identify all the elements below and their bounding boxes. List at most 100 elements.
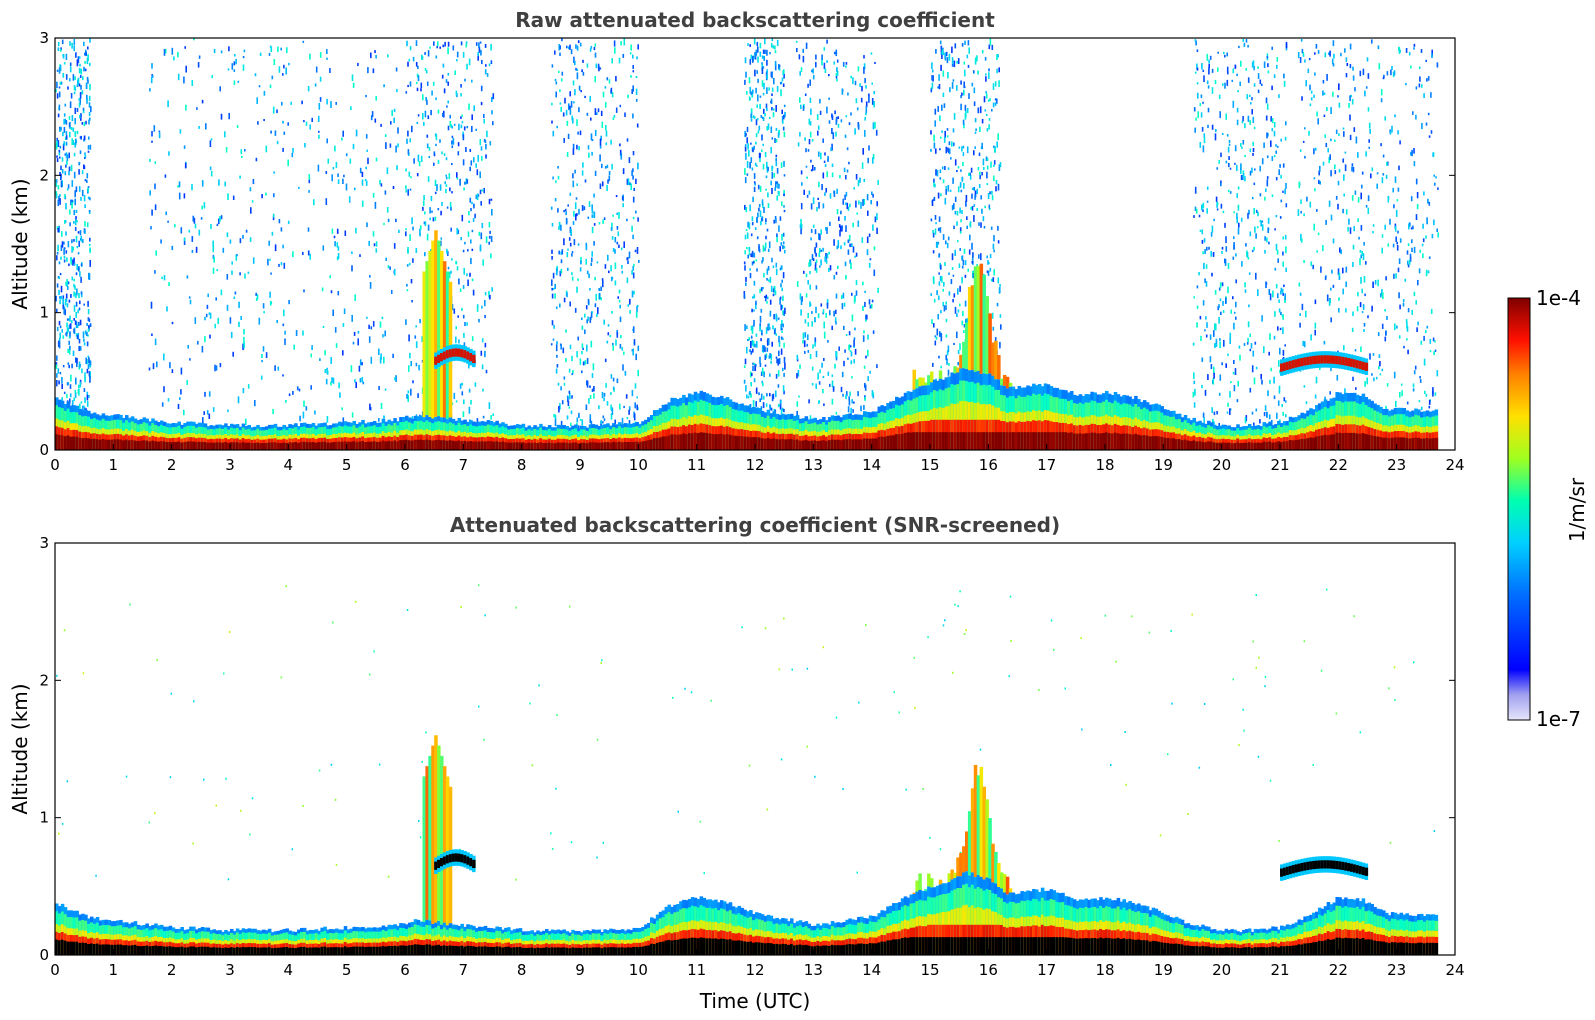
noise-pixel bbox=[552, 176, 554, 180]
noise-pixel bbox=[64, 136, 67, 140]
noise-pixel bbox=[973, 204, 976, 207]
noise-pixel bbox=[1284, 234, 1287, 240]
backscatter-cell bbox=[180, 442, 184, 450]
noise-pixel bbox=[766, 49, 768, 56]
noise-pixel bbox=[56, 69, 59, 72]
noise-pixel bbox=[58, 341, 61, 349]
noise-pixel bbox=[765, 188, 767, 191]
noise-pixel bbox=[963, 330, 965, 333]
noise-pixel bbox=[564, 208, 567, 212]
noise-pixel bbox=[1407, 243, 1410, 247]
noise-pixel bbox=[581, 370, 583, 374]
noise-pixel bbox=[807, 312, 809, 319]
noise-pixel bbox=[555, 91, 557, 98]
noise-pixel bbox=[58, 67, 61, 74]
backscatter-cell bbox=[209, 442, 214, 450]
noise-pixel bbox=[551, 293, 554, 299]
noise-pixel bbox=[89, 117, 91, 121]
noise-pixel bbox=[1253, 126, 1256, 130]
noise-pixel bbox=[841, 225, 843, 230]
noise-pixel bbox=[1225, 160, 1228, 164]
noise-pixel bbox=[471, 229, 474, 233]
noise-pixel bbox=[823, 321, 825, 329]
noise-pixel bbox=[959, 303, 961, 307]
noise-pixel bbox=[1247, 77, 1250, 83]
noise-pixel bbox=[843, 360, 845, 367]
noise-pixel bbox=[751, 372, 753, 377]
noise-pixel bbox=[744, 145, 747, 152]
noise-pixel bbox=[72, 74, 75, 81]
noise-pixel bbox=[1223, 51, 1225, 55]
noise-pixel bbox=[476, 193, 479, 200]
noise-pixel bbox=[807, 322, 810, 327]
noise-pixel bbox=[305, 121, 308, 126]
noise-pixel bbox=[1355, 136, 1358, 144]
noise-pixel bbox=[478, 318, 480, 323]
noise-pixel bbox=[58, 225, 60, 233]
noise-pixel bbox=[68, 122, 71, 127]
noise-pixel bbox=[877, 179, 879, 185]
noise-pixel bbox=[615, 195, 618, 198]
noise-pixel bbox=[1261, 379, 1263, 385]
noise-pixel bbox=[825, 187, 827, 193]
noise-pixel bbox=[943, 305, 946, 312]
noise-pixel bbox=[1269, 333, 1271, 340]
noise-pixel bbox=[762, 163, 765, 170]
noise-pixel bbox=[552, 272, 555, 279]
noise-pixel bbox=[1196, 49, 1199, 52]
noise-pixel bbox=[1285, 42, 1288, 49]
noise-pixel bbox=[191, 80, 194, 86]
noise-pixel bbox=[966, 225, 968, 229]
noise-pixel bbox=[594, 52, 597, 58]
noise-pixel bbox=[962, 152, 965, 157]
noise-pixel bbox=[213, 256, 215, 263]
noise-pixel bbox=[1418, 66, 1421, 69]
noise-pixel bbox=[1411, 239, 1413, 244]
noise-pixel bbox=[75, 216, 77, 222]
noise-pixel bbox=[947, 236, 950, 241]
noise-pixel bbox=[88, 112, 91, 117]
noise-pixel bbox=[836, 209, 839, 215]
noise-pixel bbox=[1201, 357, 1204, 362]
noise-pixel bbox=[464, 322, 466, 327]
noise-pixel bbox=[1211, 68, 1214, 73]
noise-pixel bbox=[239, 238, 242, 244]
noise-pixel bbox=[956, 313, 958, 317]
noise-pixel bbox=[752, 362, 754, 365]
noise-pixel bbox=[393, 117, 395, 123]
noise-pixel bbox=[1395, 236, 1397, 242]
noise-pixel bbox=[383, 415, 385, 419]
noise-pixel bbox=[632, 151, 635, 156]
noise-pixel bbox=[1242, 175, 1244, 181]
noise-pixel bbox=[804, 332, 807, 338]
noise-pixel bbox=[766, 228, 769, 232]
noise-pixel bbox=[1205, 334, 1208, 338]
noise-pixel bbox=[405, 185, 407, 190]
noise-pixel bbox=[812, 258, 815, 262]
backscatter-cell bbox=[422, 440, 427, 450]
noise-pixel bbox=[60, 173, 62, 179]
noise-pixel bbox=[951, 46, 953, 54]
noise-pixel bbox=[816, 114, 819, 120]
noise-pixel bbox=[753, 280, 756, 286]
noise-pixel bbox=[1410, 65, 1412, 69]
noise-pixel bbox=[847, 92, 849, 96]
noise-pixel bbox=[941, 52, 943, 59]
noise-pixel bbox=[80, 263, 83, 267]
noise-pixel bbox=[589, 395, 592, 399]
noise-pixel bbox=[757, 94, 759, 102]
noise-pixel bbox=[783, 408, 785, 413]
noise-pixel bbox=[428, 156, 431, 159]
noise-pixel bbox=[148, 367, 151, 371]
noise-pixel bbox=[579, 130, 582, 136]
noise-pixel bbox=[58, 86, 61, 89]
noise-pixel bbox=[962, 145, 965, 149]
noise-pixel bbox=[843, 325, 845, 330]
noise-pixel bbox=[815, 350, 818, 358]
noise-pixel bbox=[81, 189, 84, 197]
noise-pixel bbox=[86, 341, 89, 347]
noise-pixel bbox=[861, 85, 863, 92]
noise-pixel bbox=[864, 78, 866, 84]
noise-pixel bbox=[1314, 147, 1317, 151]
backscatter-cell bbox=[413, 439, 418, 450]
